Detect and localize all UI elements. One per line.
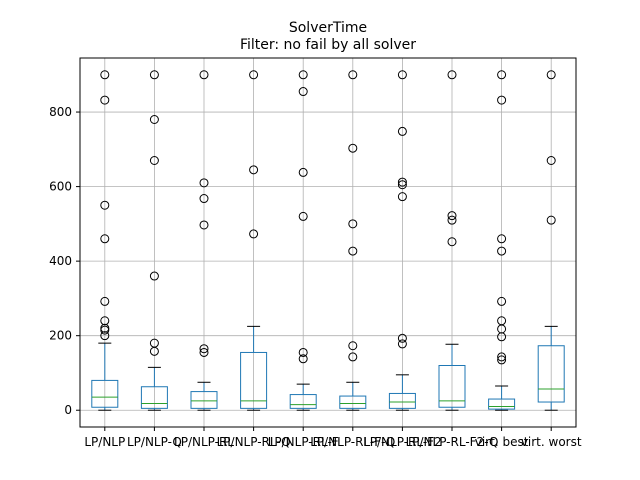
outlier-point xyxy=(348,219,358,229)
box-iqr xyxy=(190,391,218,409)
outlier-point xyxy=(100,331,110,341)
outlier-point xyxy=(100,234,110,244)
outlier-point xyxy=(447,70,457,80)
outlier-point xyxy=(497,352,507,362)
outlier-point xyxy=(100,296,110,306)
box-group xyxy=(140,70,168,411)
box-group xyxy=(488,70,516,411)
outlier-point xyxy=(397,70,407,80)
x-tick-label: LP/NLP-RL-F2-Q xyxy=(406,435,499,449)
chart-title: SolverTime xyxy=(289,20,367,36)
outlier-point xyxy=(249,229,259,239)
outlier-point xyxy=(149,115,159,124)
box-group xyxy=(438,70,466,411)
outlier-point xyxy=(199,194,209,204)
x-tick-label: virt. worst xyxy=(521,435,582,449)
box-iqr xyxy=(388,392,416,409)
x-tick-label: LP/NLP-RL-F-Q xyxy=(310,435,395,449)
box-iqr xyxy=(240,351,268,409)
outlier-point xyxy=(497,355,507,365)
x-tick-label: LP/NLP xyxy=(84,435,125,449)
outlier-point xyxy=(397,177,407,187)
box-group xyxy=(388,70,416,411)
box-iqr xyxy=(339,395,367,409)
outlier-point xyxy=(149,338,159,348)
outlier-point xyxy=(199,344,209,354)
outlier-point xyxy=(447,237,457,247)
box-group xyxy=(289,70,317,411)
box-iqr xyxy=(438,365,466,408)
outlier-point xyxy=(397,192,407,202)
outlier-point xyxy=(100,316,110,326)
outlier-point xyxy=(298,70,308,80)
box-iqr xyxy=(488,398,516,410)
box-iqr xyxy=(140,386,168,409)
outlier-point xyxy=(348,70,358,80)
outlier-point xyxy=(447,215,457,225)
outlier-point xyxy=(546,156,556,165)
x-tick-label: LP/NLP-Q xyxy=(127,435,182,449)
outlier-point xyxy=(397,126,407,136)
box-iqr xyxy=(537,345,565,403)
outlier-point xyxy=(397,339,407,349)
outlier-point xyxy=(497,316,507,326)
outlier-point xyxy=(397,333,407,343)
grid-lines xyxy=(80,58,576,427)
outlier-point xyxy=(199,178,209,188)
x-tick-label: LP/NLP-RL-F xyxy=(268,435,339,449)
outlier-point xyxy=(100,70,110,80)
y-tick-label: 0 xyxy=(64,403,72,417)
box-plot-marks xyxy=(91,70,565,411)
x-tick-label: LP/NLP-RL-F2 xyxy=(363,435,442,449)
outlier-point xyxy=(149,70,159,80)
box-group xyxy=(240,70,268,411)
outlier-point xyxy=(546,70,556,80)
box-group xyxy=(91,70,119,411)
y-tick-label: 800 xyxy=(49,105,72,119)
x-tick-label: LP/NLP-RL xyxy=(174,435,234,449)
outlier-point xyxy=(199,70,209,80)
y-tick-label: 200 xyxy=(49,329,72,343)
outlier-point xyxy=(298,167,308,177)
box-group xyxy=(190,70,218,411)
outlier-point xyxy=(149,156,159,165)
outlier-point xyxy=(497,296,507,306)
outlier-point xyxy=(100,200,110,210)
outlier-point xyxy=(497,95,507,105)
box-group xyxy=(339,70,367,411)
outlier-point xyxy=(298,87,308,97)
x-tick-label: virt. best xyxy=(475,435,529,449)
outlier-point xyxy=(497,246,507,256)
outlier-point xyxy=(199,220,209,230)
x-tick-label: LP/NLP-RL-Q xyxy=(217,435,291,449)
outlier-point xyxy=(348,352,358,362)
outlier-point xyxy=(298,347,308,357)
outlier-point xyxy=(397,180,407,190)
outlier-point xyxy=(497,70,507,80)
outlier-point xyxy=(249,165,259,175)
outlier-point xyxy=(100,323,110,333)
box-group xyxy=(537,70,565,411)
outlier-point xyxy=(497,234,507,244)
box-iqr xyxy=(289,394,317,409)
outlier-point xyxy=(546,215,556,225)
y-tick-label: 600 xyxy=(49,180,72,194)
outlier-point xyxy=(199,347,209,357)
outlier-point xyxy=(298,211,308,221)
outlier-point xyxy=(298,354,308,364)
plot-frame xyxy=(79,57,577,428)
outlier-point xyxy=(348,341,358,351)
outlier-point xyxy=(348,246,358,256)
chart-subtitle: Filter: no fail by all solver xyxy=(240,37,416,53)
outlier-point xyxy=(348,143,358,153)
box-iqr xyxy=(91,379,119,408)
outlier-point xyxy=(100,95,110,105)
outlier-point xyxy=(447,211,457,221)
outlier-point xyxy=(149,271,159,281)
outlier-point xyxy=(249,70,259,80)
y-tick-label: 400 xyxy=(49,254,72,268)
